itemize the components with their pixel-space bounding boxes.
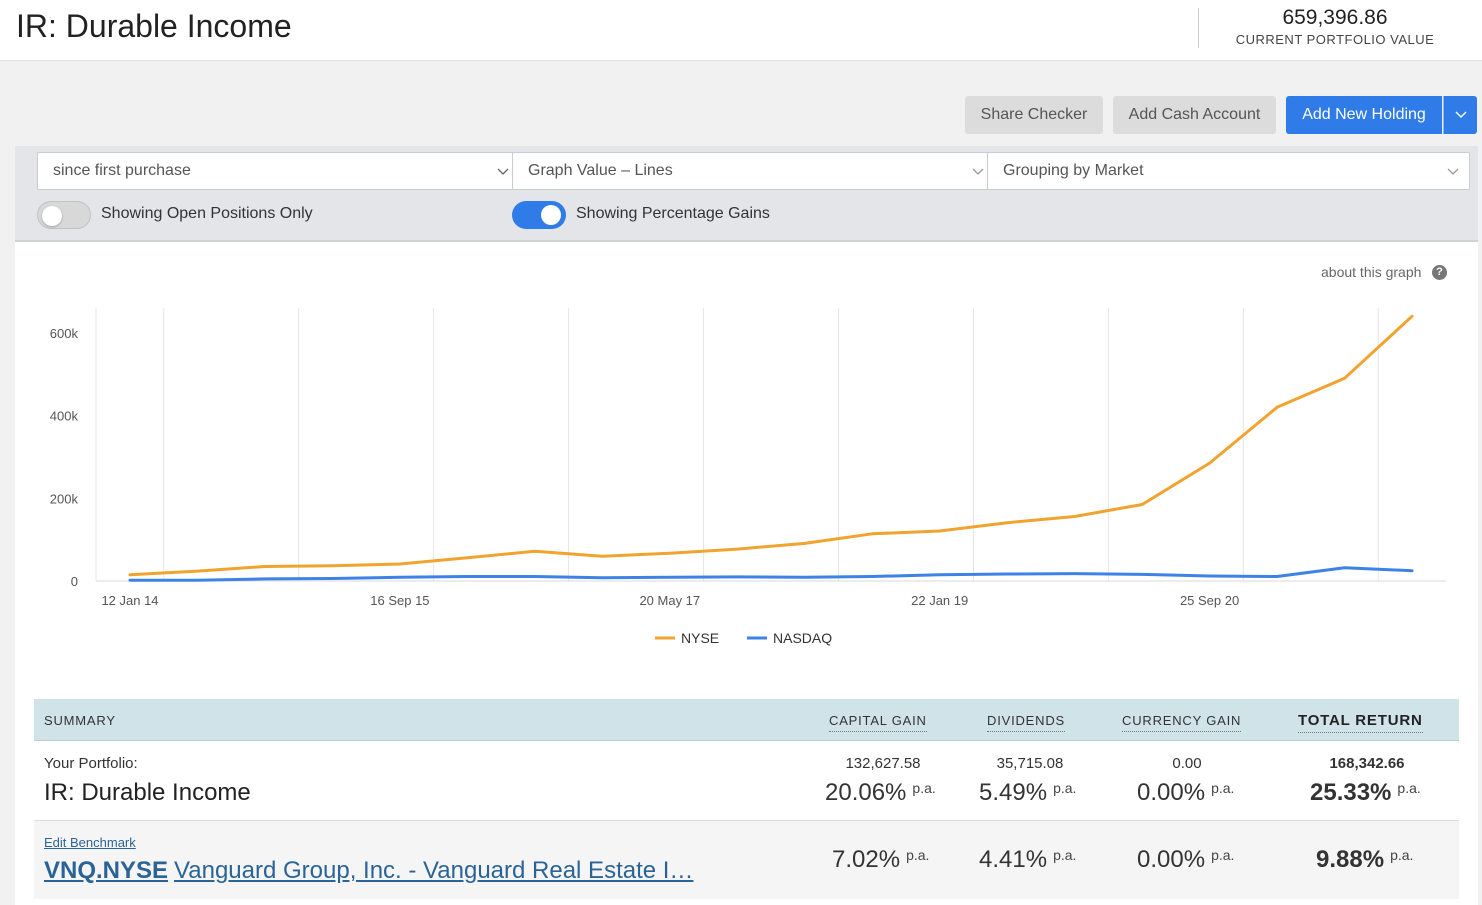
x-tick-label: 25 Sep 20 [1180, 593, 1239, 608]
total-return-header[interactable]: TOTAL RETURN [1298, 712, 1423, 733]
open-positions-toggle[interactable] [37, 201, 91, 229]
capital-gain-percent: 20.06% p.a. [825, 779, 936, 807]
x-tick-label: 12 Jan 14 [101, 593, 158, 608]
help-icon[interactable]: ? [1432, 265, 1447, 280]
benchmark-dividends-percent: 4.41% p.a. [979, 846, 1076, 874]
benchmark-capital-gain-percent: 7.02% p.a. [832, 846, 929, 874]
chevron-down-icon [1454, 111, 1467, 119]
y-tick-label: 400k [50, 409, 79, 424]
pa-suffix: p.a. [1390, 847, 1414, 863]
benchmark-currency-gain-percent: 0.00% p.a. [1137, 846, 1234, 874]
about-graph-link[interactable]: about this graph [1321, 264, 1422, 280]
portfolio-value-label: CURRENT PORTFOLIO VALUE [1235, 32, 1435, 47]
y-tick-label: 200k [50, 491, 79, 506]
percentage-gains-toggle[interactable] [512, 201, 566, 229]
add-cash-account-button[interactable]: Add Cash Account [1113, 96, 1276, 134]
percent-value: 20.06% [825, 779, 907, 806]
total-return-amount: 168,342.66 [1329, 755, 1405, 772]
graph-type-select-value: Graph Value – Lines [528, 162, 673, 179]
percent-value: 25.33% [1310, 779, 1392, 806]
capital-gain-header[interactable]: CAPITAL GAIN [829, 713, 927, 732]
currency-gain-amount: 0.00 [1172, 755, 1202, 772]
y-axis-ticks: 0 200k 400k 600k [50, 326, 79, 589]
percentage-gains-label: Showing Percentage Gains [576, 205, 770, 222]
x-axis-ticks: 12 Jan 14 16 Sep 15 20 May 17 22 Jan 19 25 S… [101, 593, 1239, 608]
dividends-amount: 35,715.08 [996, 755, 1064, 772]
benchmark-total-return-percent: 9.88% p.a. [1316, 846, 1413, 874]
currency-gain-percent: 0.00% p.a. [1137, 779, 1234, 807]
share-checker-button[interactable]: Share Checker [965, 96, 1103, 134]
edit-benchmark-link[interactable]: Edit Benchmark [44, 835, 136, 850]
dividends-header[interactable]: DIVIDENDS [987, 713, 1065, 732]
chart-series [128, 314, 1414, 582]
summary-header-label: SUMMARY [44, 713, 116, 728]
portfolio-value: 659,396.86 [1282, 6, 1388, 29]
chart-legend: NYSE NASDAQ [655, 630, 832, 646]
percent-value: 9.88% [1316, 846, 1385, 873]
total-return-percent: 25.33% p.a. [1310, 779, 1421, 807]
benchmark-code[interactable]: VNQ.NYSE [44, 857, 169, 884]
pa-suffix: p.a. [1397, 780, 1421, 796]
capital-gain-amount: 132,627.58 [845, 755, 921, 772]
summary-header-row [34, 699, 1459, 741]
graph-type-select[interactable]: Graph Value – Lines [512, 152, 995, 190]
period-select-value: since first purchase [53, 162, 191, 179]
chevron-down-icon [972, 168, 984, 175]
percent-value: 0.00% [1137, 846, 1206, 873]
series-line-nyse [128, 314, 1414, 577]
series-line-nasdaq [128, 566, 1414, 582]
filter-panel: since first purchase Graph Value – Lines… [15, 146, 1478, 242]
percent-value: 7.02% [832, 846, 901, 873]
portfolio-name: IR: Durable Income [44, 779, 251, 806]
y-tick-label: 0 [71, 574, 78, 589]
page-title: IR: Durable Income [16, 8, 292, 44]
chart-grid [95, 308, 1446, 582]
x-tick-label: 22 Jan 19 [911, 593, 968, 608]
legend-label-nasdaq: NASDAQ [773, 630, 832, 646]
add-new-holding-button[interactable]: Add New Holding [1286, 96, 1442, 134]
page-header: IR: Durable Income 659,396.86 CURRENT PO… [0, 0, 1482, 61]
open-positions-label: Showing Open Positions Only [101, 205, 313, 222]
portfolio-summary-row [34, 741, 1459, 821]
period-select[interactable]: since first purchase [37, 152, 520, 190]
benchmark-summary-row [34, 821, 1459, 899]
currency-gain-header[interactable]: CURRENCY GAIN [1122, 713, 1242, 732]
x-tick-label: 16 Sep 15 [370, 593, 429, 608]
header-divider [1198, 8, 1199, 48]
toggle-knob [541, 205, 561, 225]
pa-suffix: p.a. [906, 847, 930, 863]
legend-label-nyse: NYSE [681, 630, 719, 646]
benchmark-name[interactable]: Vanguard Group, Inc. - Vanguard Real Est… [174, 857, 694, 884]
pa-suffix: p.a. [1211, 780, 1235, 796]
x-tick-label: 20 May 17 [639, 593, 700, 608]
percent-value: 0.00% [1137, 779, 1206, 806]
your-portfolio-label: Your Portfolio: [44, 755, 138, 772]
y-tick-label: 600k [50, 326, 79, 341]
pa-suffix: p.a. [912, 780, 936, 796]
grouping-select-value: Grouping by Market [1003, 162, 1144, 179]
chevron-down-icon [1447, 168, 1459, 175]
dividends-percent: 5.49% p.a. [979, 779, 1076, 807]
percent-value: 5.49% [979, 779, 1048, 806]
pa-suffix: p.a. [1211, 847, 1235, 863]
grouping-select[interactable]: Grouping by Market [987, 152, 1470, 190]
toggle-knob [42, 206, 62, 226]
benchmark-link[interactable]: VNQ.NYSE Vanguard Group, Inc. - Vanguard … [44, 857, 693, 885]
add-holding-dropdown-button[interactable] [1443, 96, 1477, 134]
pa-suffix: p.a. [1053, 780, 1077, 796]
pa-suffix: p.a. [1053, 847, 1077, 863]
chevron-down-icon [497, 168, 509, 175]
percent-value: 4.41% [979, 846, 1048, 873]
